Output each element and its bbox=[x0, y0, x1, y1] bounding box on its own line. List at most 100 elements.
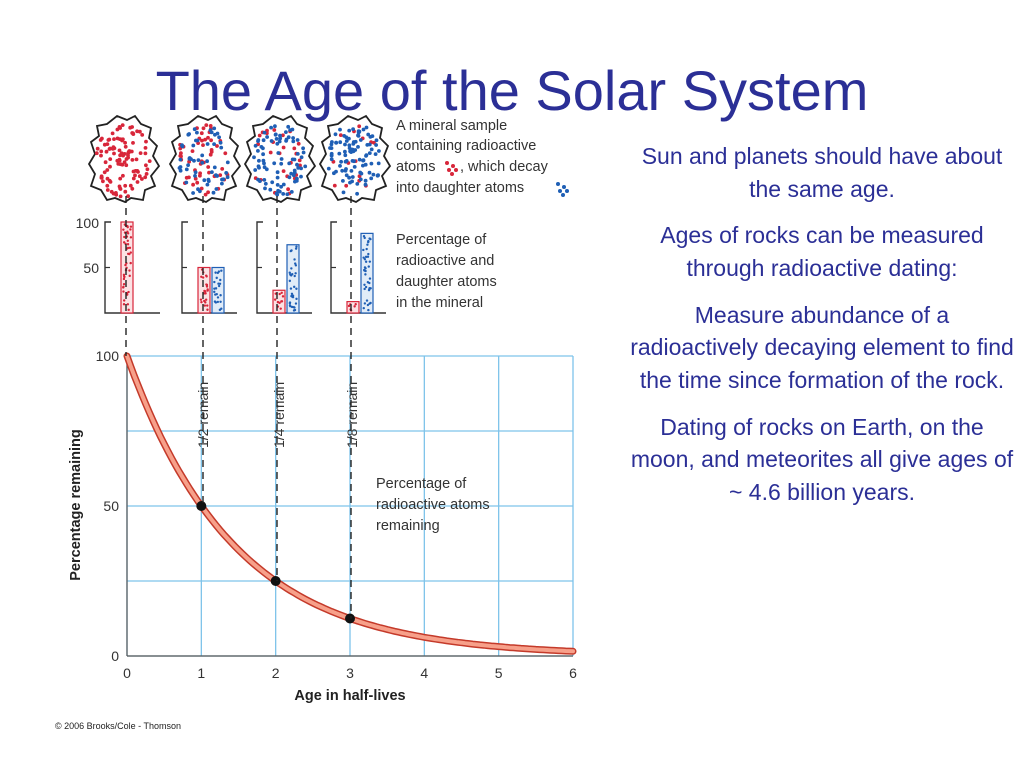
radioactive-atom bbox=[204, 298, 208, 301]
daughter-atom bbox=[191, 191, 195, 195]
daughter-atom bbox=[285, 192, 290, 197]
bar-caption: Percentage of radioactive and daughter a… bbox=[396, 232, 497, 311]
radioactive-atom bbox=[126, 194, 130, 199]
radioactive-atom bbox=[105, 168, 110, 172]
daughter-atom bbox=[363, 178, 368, 183]
radioactive-atom bbox=[123, 144, 128, 149]
mineral-outline bbox=[87, 114, 161, 204]
radioactive-atom bbox=[206, 190, 210, 195]
radioactive-atom bbox=[203, 304, 207, 307]
radioactive-atom bbox=[109, 189, 114, 194]
radioactive-atom bbox=[201, 276, 205, 279]
daughter-atom bbox=[291, 294, 295, 297]
radioactive-atom bbox=[178, 154, 183, 158]
radioactive-atom bbox=[126, 243, 130, 246]
x-tick-label: 4 bbox=[420, 665, 428, 681]
radioactive-atom bbox=[206, 289, 209, 292]
radioactive-atom bbox=[126, 155, 130, 160]
daughter-atom bbox=[367, 239, 370, 243]
radioactive-atom bbox=[199, 186, 204, 191]
radioactive-bar bbox=[197, 266, 211, 314]
remain-label-eighth: 1/8 remain bbox=[344, 382, 360, 448]
radioactive-atom bbox=[203, 137, 207, 142]
daughter-atom bbox=[278, 133, 282, 138]
daughter-atom bbox=[366, 132, 371, 137]
daughter-atom bbox=[219, 145, 224, 150]
daughter-atom bbox=[216, 300, 220, 304]
radioactive-atom bbox=[126, 239, 129, 242]
daughter-atom bbox=[215, 131, 220, 136]
daughter-atom bbox=[265, 135, 269, 139]
radioactive-atom bbox=[130, 186, 135, 191]
radioactive-atom bbox=[129, 251, 132, 254]
daughter-atom bbox=[273, 132, 278, 137]
copyright-credit: © 2006 Brooks/Cole - Thomson bbox=[55, 721, 182, 731]
daughter-atom bbox=[290, 305, 294, 309]
daughter-atom bbox=[364, 153, 369, 157]
daughter-atom bbox=[338, 127, 342, 132]
radioactive-atom bbox=[272, 128, 277, 132]
radioactive-atom bbox=[122, 228, 125, 231]
radioactive-atom bbox=[281, 295, 285, 298]
daughter-atom bbox=[294, 272, 297, 275]
daughter-atom bbox=[195, 130, 199, 135]
radioactive-atom bbox=[220, 167, 225, 171]
radioactive-atom bbox=[127, 149, 132, 153]
daughter-atom bbox=[205, 159, 209, 164]
daughter-atom bbox=[341, 179, 345, 183]
daughter-atom bbox=[215, 292, 218, 296]
radioactive-atom bbox=[447, 168, 451, 172]
daughter-atom bbox=[224, 171, 229, 175]
remain-labels: 1/2 remain 1/4 remain 1/8 remain bbox=[195, 382, 360, 448]
daughter-atom bbox=[295, 176, 299, 181]
daughter-atom bbox=[279, 184, 283, 189]
x-tick-label: 2 bbox=[272, 665, 280, 681]
daughter-atom bbox=[363, 236, 366, 240]
radioactive-atom bbox=[204, 292, 207, 295]
daughter-atom bbox=[262, 165, 267, 170]
daughter-atom bbox=[344, 173, 349, 178]
daughter-atom bbox=[343, 153, 348, 158]
radioactive-atom bbox=[205, 283, 209, 287]
bar-panel-frame bbox=[330, 221, 386, 314]
daughter-atom bbox=[328, 146, 332, 150]
radioactive-atom bbox=[115, 136, 120, 141]
radioactive-atom bbox=[108, 157, 113, 161]
daughter-atom bbox=[349, 169, 354, 173]
radioactive-atom bbox=[123, 140, 127, 145]
radioactive-atom bbox=[129, 236, 133, 239]
daughter-atom bbox=[341, 190, 346, 195]
daughter-atom bbox=[187, 156, 192, 161]
radioactive-atom bbox=[145, 167, 150, 172]
daughter-atom bbox=[364, 125, 369, 130]
radioactive-atom bbox=[123, 183, 128, 188]
radioactive-atom bbox=[126, 225, 129, 229]
bar-panels: 100 50 bbox=[76, 215, 386, 314]
curve-caption-line2: radioactive atoms bbox=[376, 497, 490, 513]
daughter-atom bbox=[258, 179, 262, 183]
daughter-atom bbox=[326, 166, 331, 171]
daughter-atom bbox=[213, 290, 216, 294]
daughter-atom bbox=[198, 189, 202, 194]
daughter-atom bbox=[212, 126, 217, 131]
daughter-atom bbox=[343, 159, 348, 164]
daughter-atom bbox=[353, 148, 358, 152]
bullet-measure-abundance: Measure abundance of a radioactively dec… bbox=[630, 301, 1014, 393]
daughter-atom bbox=[364, 260, 368, 263]
radioactive-atom bbox=[105, 183, 110, 188]
radioactive-atom bbox=[129, 228, 132, 231]
daughter-atom bbox=[343, 149, 347, 154]
radioactive-atom bbox=[257, 133, 262, 138]
half-life-point bbox=[345, 613, 355, 624]
daughter-atom bbox=[220, 181, 224, 186]
daughter-atom bbox=[220, 307, 223, 310]
daughter-atom bbox=[364, 273, 367, 276]
radioactive-atom bbox=[195, 180, 200, 185]
x-tick-label: 0 bbox=[123, 665, 131, 681]
slide-title: The Age of the Solar System bbox=[155, 58, 869, 122]
y-axis-label: Percentage remaining bbox=[68, 429, 84, 581]
radioactive-atom bbox=[296, 141, 301, 146]
daughter-atom bbox=[225, 160, 230, 165]
daughter-atom bbox=[206, 177, 211, 182]
daughter-atom bbox=[348, 180, 352, 185]
